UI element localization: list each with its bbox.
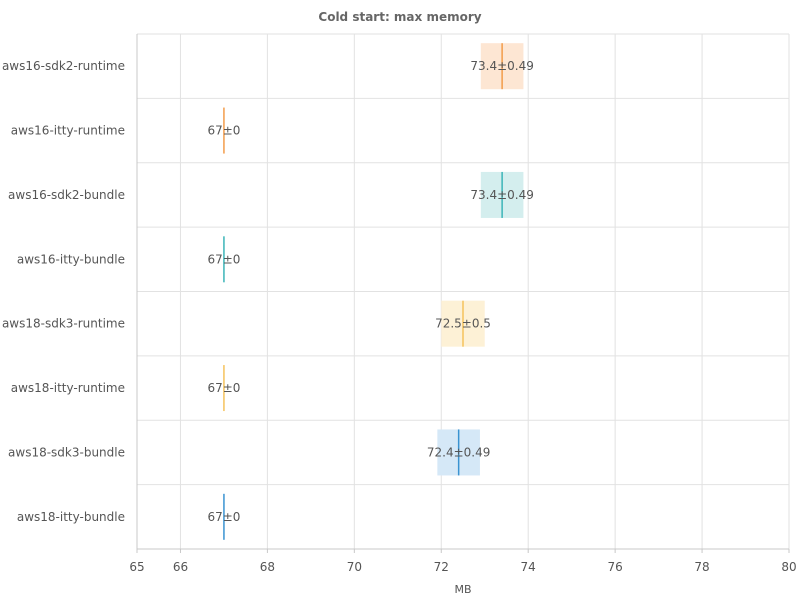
grid-lines xyxy=(136,33,790,550)
data-label: 73.4±0.49 xyxy=(470,188,534,202)
category-label: aws16-itty-runtime xyxy=(11,124,125,138)
category-labels: aws16-sdk2-runtime aws16-itty-runtime aws1… xyxy=(2,59,125,524)
category-label: aws18-itty-bundle xyxy=(17,510,125,524)
x-axis-label: MB xyxy=(454,583,471,596)
x-tick-label: 76 xyxy=(607,560,622,574)
x-tick-label: 70 xyxy=(347,560,362,574)
x-tick-label: 65 xyxy=(129,560,144,574)
category-label: aws18-sdk3-bundle xyxy=(8,445,125,459)
category-label: aws16-sdk2-runtime xyxy=(2,59,125,73)
data-label: 72.5±0.5 xyxy=(435,317,491,331)
data-label: 67±0 xyxy=(207,381,240,395)
category-label: aws18-sdk3-runtime xyxy=(2,317,125,331)
x-tick-label: 68 xyxy=(260,560,275,574)
data-label: 67±0 xyxy=(207,510,240,524)
data-label: 67±0 xyxy=(207,252,240,266)
x-axis-ticks: 65 66 68 70 72 74 76 78 80 xyxy=(129,549,797,574)
x-tick-label: 72 xyxy=(434,560,449,574)
x-tick-label: 74 xyxy=(521,560,536,574)
plot-area: 73.4±0.49 67±0 73.4±0.49 67±0 72.5±0.5 67±0 72… xyxy=(207,43,534,540)
data-label: 73.4±0.49 xyxy=(470,59,534,73)
x-tick-label: 78 xyxy=(694,560,709,574)
category-label: aws18-itty-runtime xyxy=(11,381,125,395)
category-label: aws16-itty-bundle xyxy=(17,252,125,266)
data-label: 67±0 xyxy=(207,124,240,138)
category-label: aws16-sdk2-bundle xyxy=(8,188,125,202)
chart-title: Cold start: max memory xyxy=(318,10,481,24)
x-tick-label: 80 xyxy=(781,560,796,574)
data-label: 72.4±0.49 xyxy=(427,445,491,459)
x-tick-label: 66 xyxy=(173,560,188,574)
